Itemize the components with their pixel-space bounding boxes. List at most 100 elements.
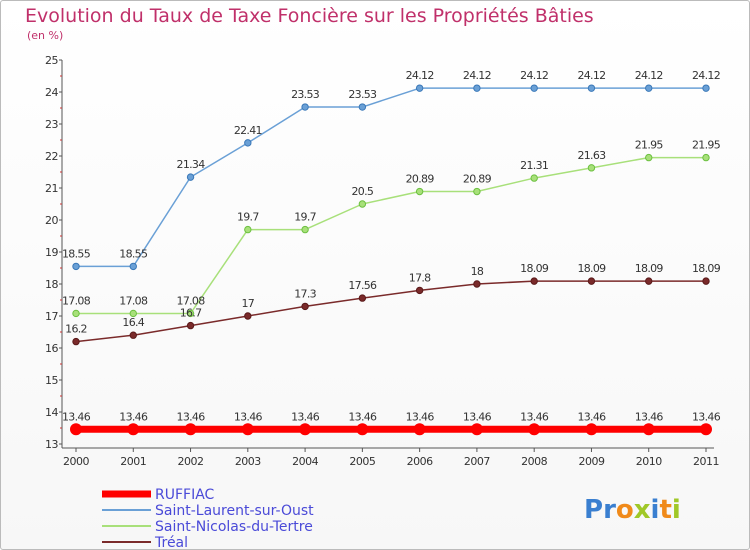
x-tick-label: 2002 bbox=[178, 455, 204, 468]
series-line bbox=[75, 280, 706, 343]
legend-label: Saint-Laurent-sur-Oust bbox=[155, 503, 314, 519]
data-label: 21.95 bbox=[635, 139, 664, 152]
series-3: 16.2 16.4 16.7 17 17.3 17.56 17.8 18 18.09 18.09 1… bbox=[65, 262, 721, 346]
data-point bbox=[642, 423, 655, 436]
data-label: 20.89 bbox=[463, 173, 492, 186]
y-tick-label: 13 bbox=[45, 438, 58, 451]
x-tick-label: 2011 bbox=[693, 455, 719, 468]
data-point bbox=[301, 225, 309, 234]
x-tick-label: 2000 bbox=[63, 455, 89, 468]
data-point bbox=[70, 423, 82, 436]
data-point bbox=[473, 187, 481, 196]
y-tick-label: 25 bbox=[45, 54, 58, 67]
y-tick-label: 22 bbox=[45, 150, 58, 163]
y-tick-label: 21 bbox=[45, 182, 58, 195]
data-label: 16.7 bbox=[180, 307, 202, 320]
data-label: 19.7 bbox=[294, 211, 316, 224]
data-label: 21.63 bbox=[577, 149, 606, 162]
data-point bbox=[702, 277, 710, 285]
data-point bbox=[72, 337, 80, 346]
y-tick-label: 23 bbox=[45, 118, 58, 131]
data-label: 13.46 bbox=[62, 410, 91, 423]
data-label: 17.08 bbox=[62, 294, 91, 307]
data-point bbox=[645, 277, 653, 285]
data-label: 18 bbox=[471, 265, 484, 278]
data-label: 13.46 bbox=[463, 410, 492, 423]
series-1: 18.55 18.55 21.34 22.41 23.53 23.53 24.12 24.12… bbox=[62, 69, 721, 271]
data-label: 18.09 bbox=[635, 262, 664, 275]
logo-letter: i bbox=[672, 495, 681, 525]
legend-label: Tréal bbox=[154, 535, 188, 549]
data-label: 13.46 bbox=[577, 410, 606, 423]
data-label: 21.31 bbox=[520, 159, 548, 172]
data-label: 23.53 bbox=[348, 88, 377, 101]
data-label: 13.46 bbox=[692, 410, 721, 423]
data-label: 24.12 bbox=[520, 69, 548, 82]
data-point bbox=[244, 139, 252, 147]
data-label: 13.46 bbox=[406, 410, 435, 423]
y-tick-label: 18 bbox=[45, 278, 58, 291]
data-point bbox=[415, 84, 424, 92]
series-2: 17.08 17.08 17.08 19.7 19.7 20.5 20.89 20.89 21.… bbox=[62, 139, 721, 318]
x-tick-label: 2003 bbox=[235, 455, 261, 468]
data-point bbox=[129, 331, 137, 339]
data-label: 13.46 bbox=[234, 410, 263, 423]
data-point bbox=[473, 280, 481, 288]
data-label: 18.55 bbox=[119, 247, 148, 260]
data-point bbox=[645, 153, 653, 162]
x-tick-label: 2004 bbox=[292, 455, 318, 468]
x-tick-label: 2006 bbox=[407, 455, 433, 468]
legend-label: RUFFIAC bbox=[155, 487, 215, 503]
data-point bbox=[702, 153, 710, 162]
data-label: 18.09 bbox=[577, 262, 606, 275]
data-point bbox=[702, 84, 710, 92]
data-label: 17.08 bbox=[177, 294, 206, 307]
logo-text: Proxiti bbox=[584, 495, 681, 525]
legend-label: Saint-Nicolas-du-Tertre bbox=[155, 519, 313, 535]
data-point bbox=[129, 309, 137, 318]
chart-title: Evolution du Taux de Taxe Foncière sur l… bbox=[25, 5, 594, 27]
data-point bbox=[129, 262, 137, 271]
y-tick-label: 24 bbox=[45, 86, 58, 99]
data-label: 16.2 bbox=[65, 323, 87, 336]
data-label: 13.46 bbox=[348, 410, 377, 423]
data-label: 13.46 bbox=[291, 410, 320, 423]
data-point bbox=[358, 200, 367, 208]
data-point bbox=[358, 103, 367, 111]
data-label: 23.53 bbox=[291, 88, 320, 101]
data-label: 20.89 bbox=[406, 173, 435, 186]
data-point bbox=[186, 321, 195, 330]
data-label: 17.8 bbox=[409, 271, 431, 284]
data-point bbox=[186, 309, 195, 318]
proxiti-logo: Proxiti bbox=[584, 495, 681, 525]
data-label: 20.5 bbox=[352, 185, 374, 198]
data-label: 24.12 bbox=[406, 69, 434, 82]
x-tick-label: 2005 bbox=[349, 455, 375, 468]
data-label: 21.95 bbox=[692, 139, 721, 152]
series-line bbox=[76, 156, 706, 315]
data-point bbox=[415, 187, 424, 196]
data-point bbox=[587, 277, 596, 285]
series-layer: 13.46 13.46 13.46 13.46 13.46 13.46 13.46 13.46… bbox=[62, 69, 721, 436]
logo-letter: o bbox=[616, 495, 634, 525]
data-label: 24.12 bbox=[692, 69, 720, 82]
y-tick-label: 15 bbox=[45, 374, 58, 387]
data-point bbox=[473, 84, 481, 92]
logo-letter: t bbox=[659, 495, 671, 525]
y-tick-label: 14 bbox=[45, 406, 58, 419]
data-point bbox=[470, 423, 483, 436]
data-label: 17.08 bbox=[119, 294, 148, 307]
data-point bbox=[530, 277, 538, 285]
x-tick-label: 2008 bbox=[521, 455, 547, 468]
data-label: 13.46 bbox=[635, 410, 664, 423]
data-label: 13.46 bbox=[177, 410, 206, 423]
data-point bbox=[244, 312, 252, 320]
data-point bbox=[413, 423, 426, 436]
data-label: 22.41 bbox=[234, 124, 262, 137]
data-point bbox=[72, 262, 80, 271]
data-label: 13.46 bbox=[119, 410, 148, 423]
data-label: 18.09 bbox=[520, 262, 549, 275]
data-point bbox=[587, 164, 596, 172]
data-label: 18.55 bbox=[62, 247, 91, 260]
